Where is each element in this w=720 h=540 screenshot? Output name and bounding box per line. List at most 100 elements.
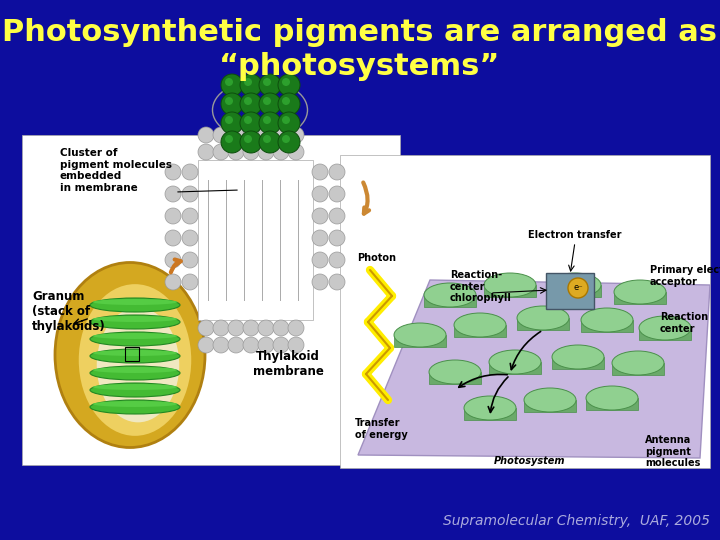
Circle shape xyxy=(225,78,233,86)
Circle shape xyxy=(259,74,281,96)
Circle shape xyxy=(258,127,274,143)
Circle shape xyxy=(243,320,259,336)
Circle shape xyxy=(182,186,198,202)
Bar xyxy=(612,363,664,375)
Ellipse shape xyxy=(524,388,576,412)
Circle shape xyxy=(182,208,198,224)
Circle shape xyxy=(213,337,229,353)
Text: Photosynthetic pigments are arranged as
“photosystems”: Photosynthetic pigments are arranged as … xyxy=(2,18,718,80)
Ellipse shape xyxy=(92,367,178,373)
Ellipse shape xyxy=(484,273,536,297)
Bar xyxy=(524,400,576,412)
Circle shape xyxy=(165,164,181,180)
Circle shape xyxy=(225,97,233,105)
Ellipse shape xyxy=(489,350,541,374)
Ellipse shape xyxy=(90,349,180,363)
Bar xyxy=(581,320,633,332)
Circle shape xyxy=(259,93,281,115)
Ellipse shape xyxy=(586,386,638,410)
Ellipse shape xyxy=(549,273,601,297)
Bar xyxy=(429,372,481,384)
Bar xyxy=(464,408,516,420)
Circle shape xyxy=(312,208,328,224)
Circle shape xyxy=(263,135,271,143)
Text: Thylakoid
membrane: Thylakoid membrane xyxy=(253,350,323,378)
Circle shape xyxy=(243,144,259,160)
Text: Reaction
center: Reaction center xyxy=(660,312,708,334)
Ellipse shape xyxy=(92,299,178,305)
Circle shape xyxy=(198,337,214,353)
Circle shape xyxy=(198,127,214,143)
Bar xyxy=(484,285,536,297)
Bar xyxy=(125,347,139,361)
Circle shape xyxy=(282,78,290,86)
Bar xyxy=(394,335,446,347)
Circle shape xyxy=(240,74,262,96)
Ellipse shape xyxy=(92,316,178,322)
Text: Photosystem: Photosystem xyxy=(494,456,566,466)
Ellipse shape xyxy=(639,316,691,340)
Circle shape xyxy=(240,112,262,134)
Ellipse shape xyxy=(464,396,516,420)
Circle shape xyxy=(259,131,281,153)
Circle shape xyxy=(244,116,252,124)
Circle shape xyxy=(278,93,300,115)
Circle shape xyxy=(263,116,271,124)
Circle shape xyxy=(312,230,328,246)
Ellipse shape xyxy=(92,350,178,356)
Circle shape xyxy=(228,320,244,336)
Ellipse shape xyxy=(96,308,179,422)
Circle shape xyxy=(221,112,243,134)
Bar xyxy=(614,292,666,304)
Bar xyxy=(340,155,710,468)
Ellipse shape xyxy=(90,400,180,414)
Circle shape xyxy=(278,131,300,153)
Circle shape xyxy=(312,274,328,290)
Circle shape xyxy=(221,131,243,153)
Circle shape xyxy=(165,208,181,224)
Circle shape xyxy=(329,208,345,224)
Circle shape xyxy=(213,127,229,143)
Circle shape xyxy=(288,337,304,353)
Ellipse shape xyxy=(90,315,180,329)
Text: Antenna
pigment
molecules: Antenna pigment molecules xyxy=(645,435,701,468)
Circle shape xyxy=(213,320,229,336)
Circle shape xyxy=(243,337,259,353)
Circle shape xyxy=(329,230,345,246)
Polygon shape xyxy=(358,280,710,458)
Ellipse shape xyxy=(424,283,476,307)
Bar xyxy=(552,357,604,369)
Bar xyxy=(454,325,506,337)
Ellipse shape xyxy=(92,333,178,339)
Circle shape xyxy=(263,97,271,105)
Text: Supramolecular Chemistry,  UAF, 2005: Supramolecular Chemistry, UAF, 2005 xyxy=(443,514,710,528)
Ellipse shape xyxy=(429,360,481,384)
Circle shape xyxy=(288,320,304,336)
Circle shape xyxy=(225,116,233,124)
Ellipse shape xyxy=(581,308,633,332)
Circle shape xyxy=(282,116,290,124)
Circle shape xyxy=(312,186,328,202)
Circle shape xyxy=(263,78,271,86)
Circle shape xyxy=(243,127,259,143)
Circle shape xyxy=(273,320,289,336)
Ellipse shape xyxy=(90,366,180,380)
Text: Primary electron
acceptor: Primary electron acceptor xyxy=(650,265,720,287)
Circle shape xyxy=(165,186,181,202)
Ellipse shape xyxy=(517,306,569,330)
Circle shape xyxy=(259,112,281,134)
Circle shape xyxy=(273,127,289,143)
Text: e⁻: e⁻ xyxy=(573,284,582,293)
Text: Photon: Photon xyxy=(357,253,396,263)
Circle shape xyxy=(329,186,345,202)
Ellipse shape xyxy=(90,332,180,346)
Circle shape xyxy=(198,144,214,160)
FancyBboxPatch shape xyxy=(546,273,594,309)
Circle shape xyxy=(228,337,244,353)
Circle shape xyxy=(228,144,244,160)
Bar xyxy=(22,135,400,465)
Circle shape xyxy=(244,78,252,86)
Ellipse shape xyxy=(90,383,180,397)
Bar xyxy=(517,318,569,330)
Ellipse shape xyxy=(55,262,205,448)
